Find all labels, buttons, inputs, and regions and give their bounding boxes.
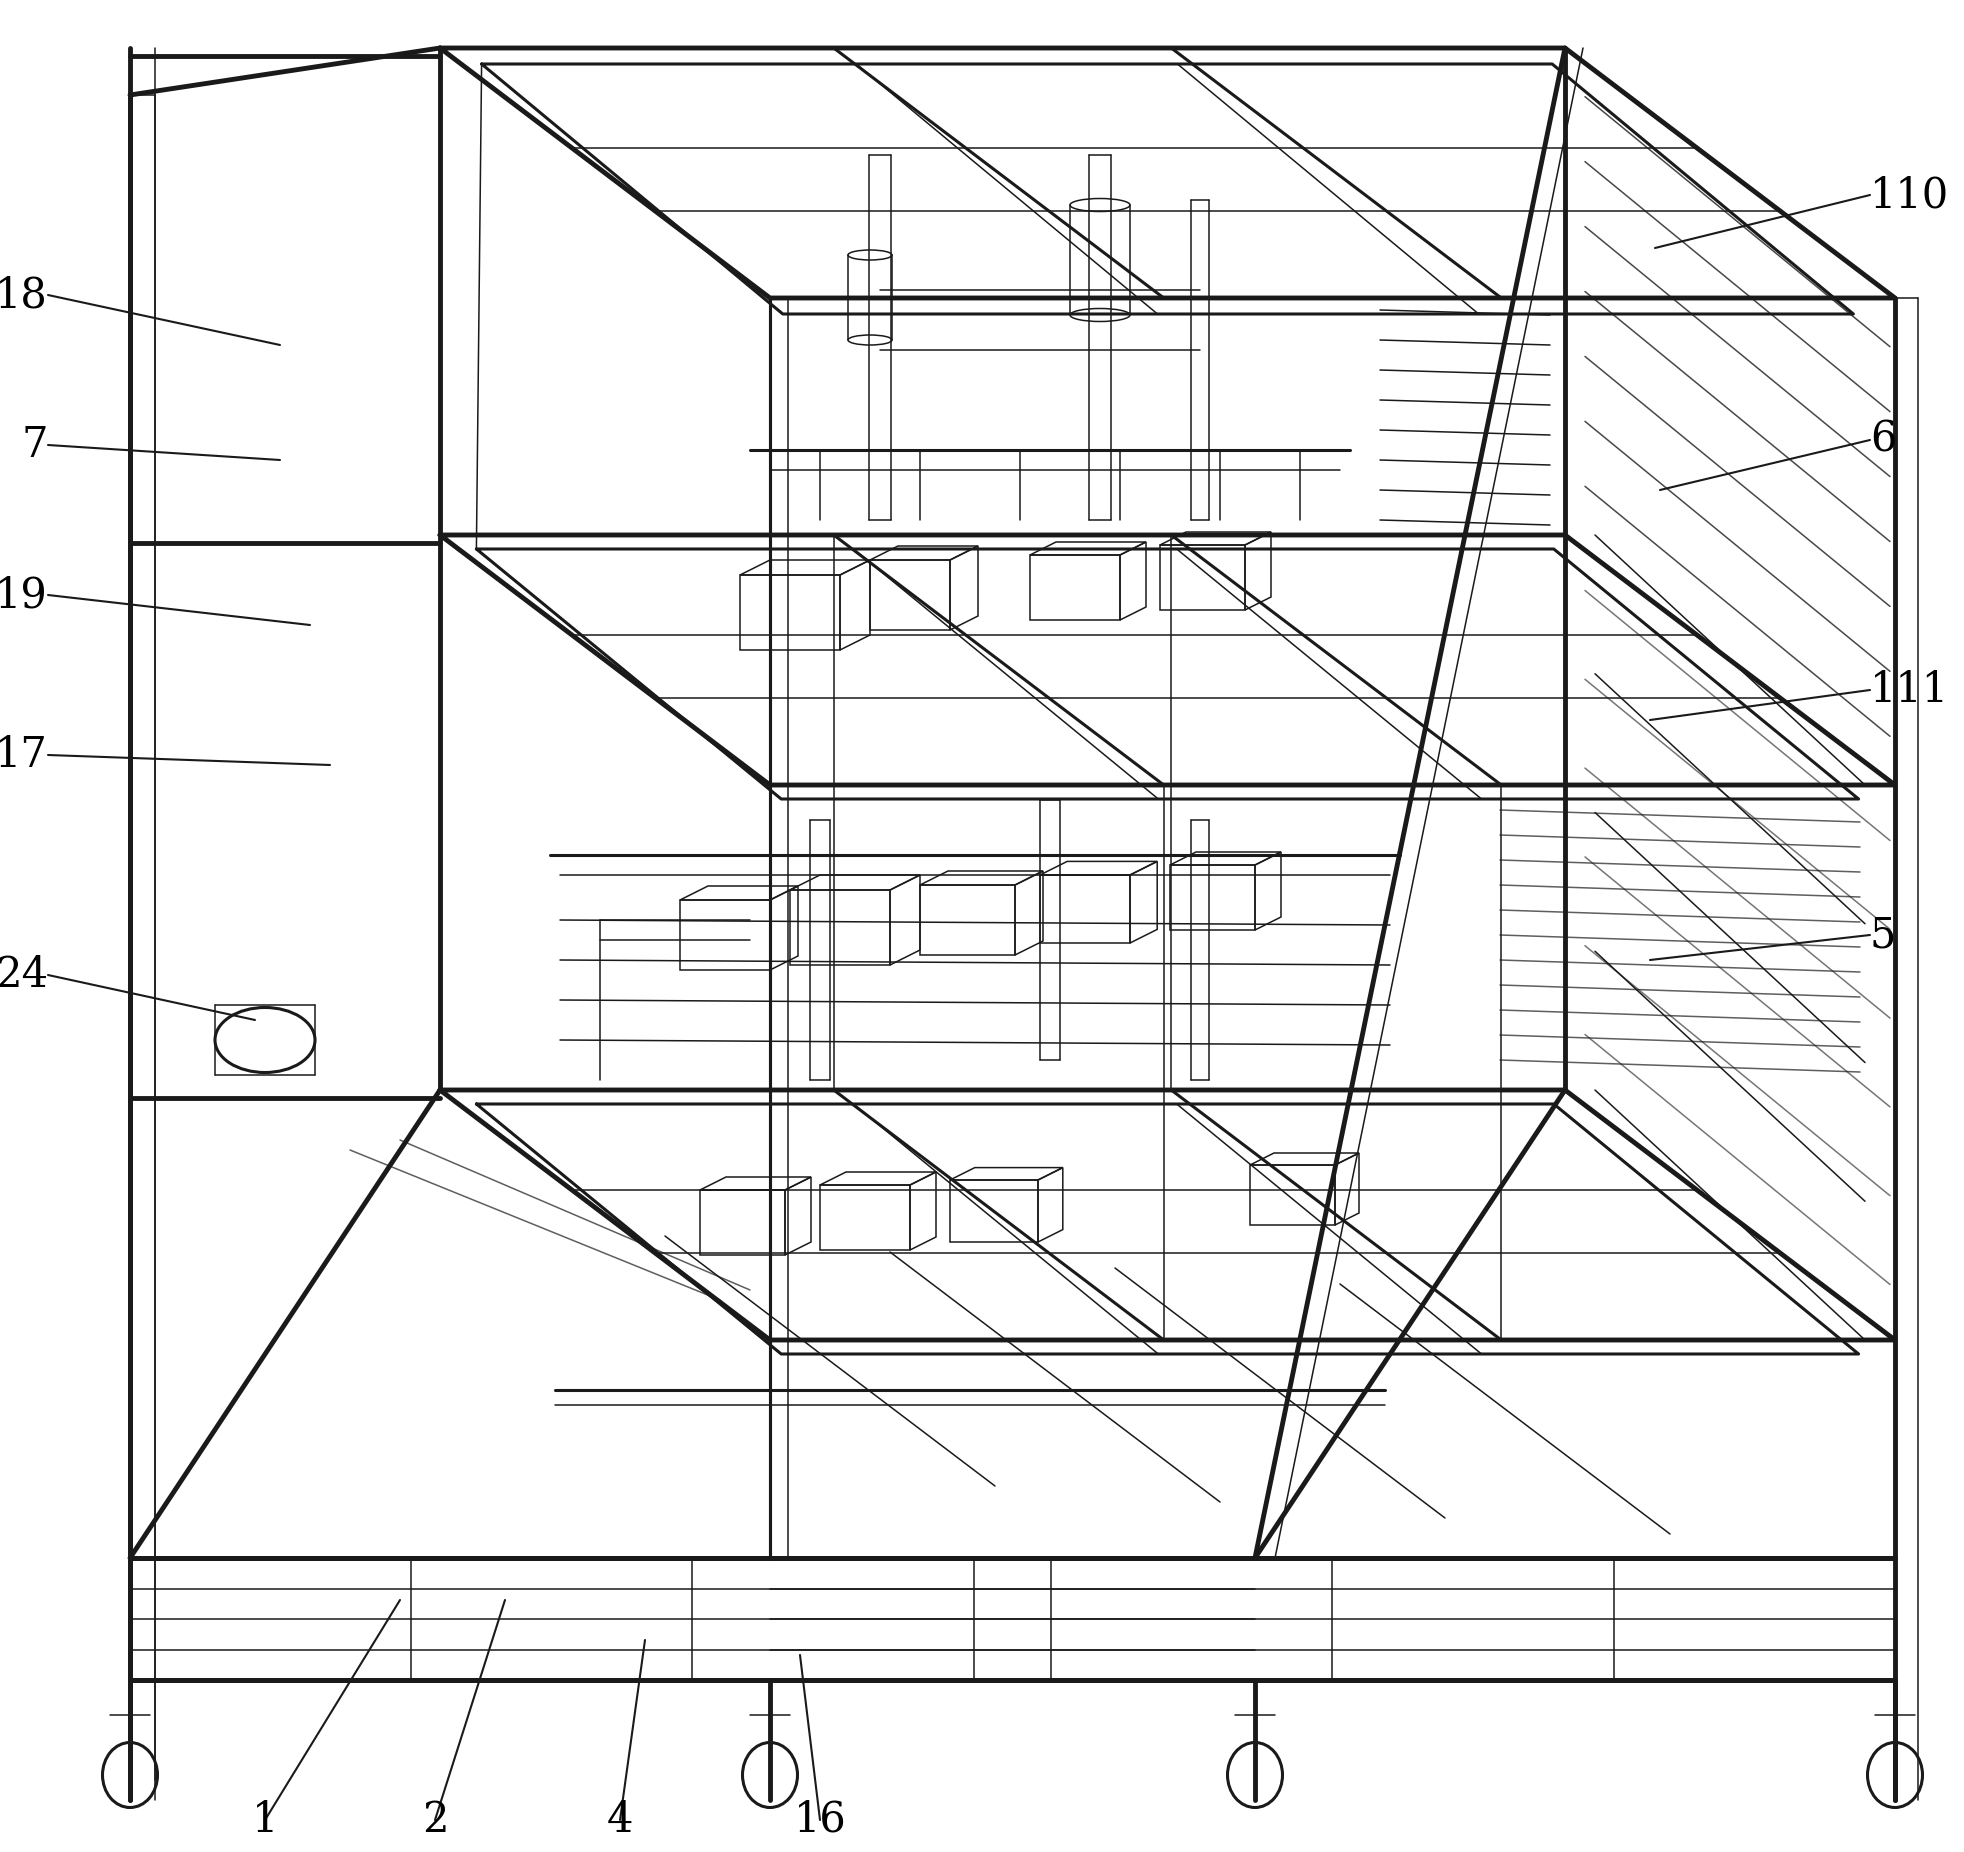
Text: 1: 1 (251, 1798, 279, 1841)
Text: 2: 2 (422, 1798, 448, 1841)
Text: 17: 17 (0, 733, 47, 776)
Text: 7: 7 (22, 424, 47, 467)
Text: 110: 110 (1870, 174, 1948, 217)
Text: 5: 5 (1870, 915, 1897, 956)
Text: 111: 111 (1870, 669, 1948, 711)
Text: 16: 16 (793, 1798, 846, 1841)
Text: 18: 18 (0, 274, 47, 317)
Text: 24: 24 (0, 954, 47, 996)
Text: 19: 19 (0, 574, 47, 617)
Text: 6: 6 (1870, 419, 1897, 461)
Text: 4: 4 (607, 1798, 632, 1841)
